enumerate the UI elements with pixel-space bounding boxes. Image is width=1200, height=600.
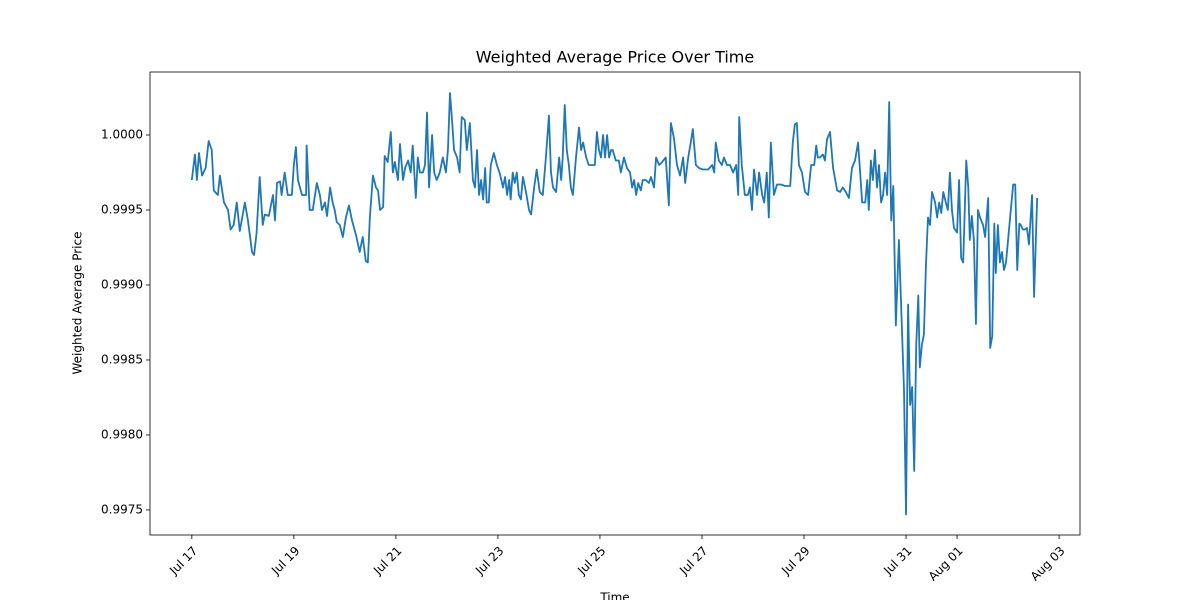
y-tick-label: 0.9985 — [101, 352, 143, 366]
x-axis-label: Time — [599, 591, 629, 600]
y-tick-label: 1.0000 — [101, 127, 143, 141]
y-tick-label: 0.9980 — [101, 427, 143, 441]
price-line — [190, 92, 1039, 516]
plot-area — [190, 92, 1039, 516]
chart-title: Weighted Average Price Over Time — [476, 48, 754, 67]
y-tick-label: 0.9990 — [101, 277, 143, 291]
y-tick-label: 0.9995 — [101, 202, 143, 216]
axes-frame — [149, 71, 1081, 536]
y-axis-label: Weighted Average Price — [71, 232, 85, 375]
y-tick-label: 0.9975 — [101, 502, 143, 516]
